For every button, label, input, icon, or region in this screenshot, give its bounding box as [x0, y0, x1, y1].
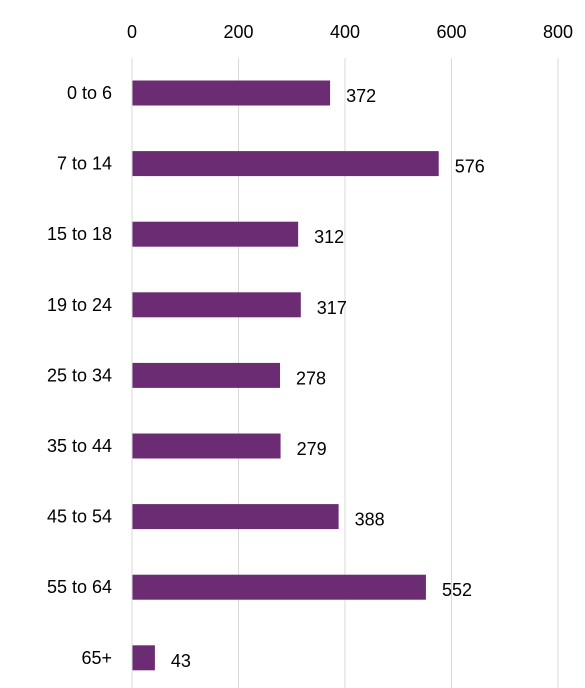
data-label: 279 — [297, 439, 327, 459]
data-label: 552 — [442, 580, 472, 600]
category-label: 45 to 54 — [47, 507, 112, 527]
category-label: 25 to 34 — [47, 365, 112, 385]
bar — [132, 504, 339, 530]
bar — [132, 80, 331, 106]
category-label: 19 to 24 — [47, 295, 112, 315]
x-tick-label: 600 — [436, 22, 466, 42]
data-label: 278 — [296, 368, 326, 388]
data-label: 576 — [455, 157, 485, 177]
category-label: 35 to 44 — [47, 436, 112, 456]
category-label: 7 to 14 — [57, 154, 112, 174]
category-label: 65+ — [81, 648, 112, 668]
bar — [132, 221, 299, 247]
data-label: 388 — [355, 510, 385, 530]
x-tick-label: 400 — [330, 22, 360, 42]
category-label: 55 to 64 — [47, 577, 112, 597]
x-tick-label: 800 — [543, 22, 573, 42]
data-label: 312 — [314, 227, 344, 247]
bar — [132, 292, 301, 318]
category-axis: 0 to 6 7 to 14 15 to 18 19 to 24 25 to 34 35 … — [47, 58, 133, 688]
data-label: 43 — [171, 651, 191, 671]
x-axis-ticks: 0 200 400 600 800 — [127, 22, 573, 42]
bars — [132, 80, 439, 671]
bar — [132, 362, 281, 388]
data-label: 317 — [317, 298, 347, 318]
category-label: 15 to 18 — [47, 224, 112, 244]
data-label: 372 — [346, 86, 376, 106]
x-tick-label: 200 — [223, 22, 253, 42]
bar — [132, 433, 281, 459]
bar — [132, 645, 155, 671]
x-tick-label: 0 — [127, 22, 137, 42]
bar — [132, 151, 439, 177]
data-labels: 372 576 312 317 278 279 388 552 43 — [171, 86, 485, 671]
category-label: 0 to 6 — [67, 83, 112, 103]
bar — [132, 574, 426, 600]
